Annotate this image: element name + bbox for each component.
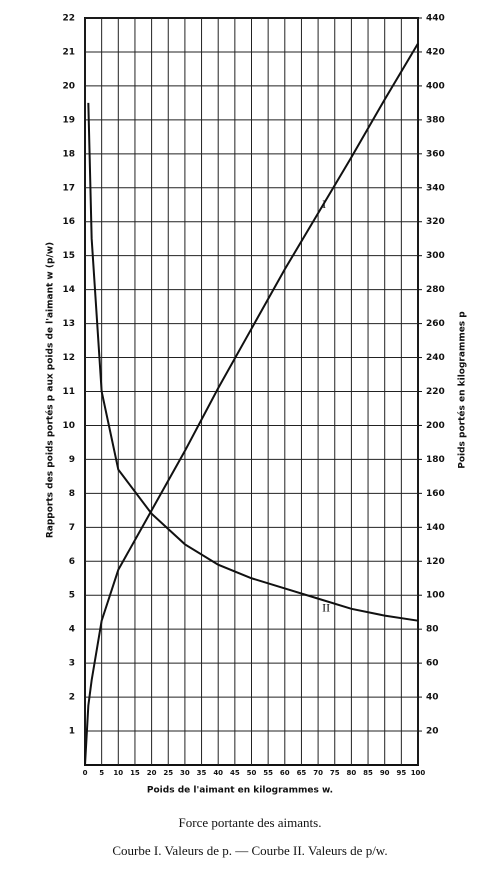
y-tick-label: 4 <box>69 625 75 635</box>
y-tick-label: 10 <box>62 421 75 431</box>
y2-tick-label: 80 <box>426 625 439 635</box>
y2-tick-label: 20 <box>426 727 439 737</box>
y-tick-label: 22 <box>62 14 75 24</box>
y2-tick-label: 240 <box>426 353 445 363</box>
chart-subtitle: Courbe I. Valeurs de p. — Courbe II. Val… <box>112 843 387 858</box>
y-tick-label: 17 <box>62 183 75 193</box>
y2-tick-label: 400 <box>426 81 445 91</box>
x-tick-label: 65 <box>297 769 307 777</box>
y2-tick-label: 340 <box>426 183 445 193</box>
y-tick-label: 8 <box>69 489 75 499</box>
x-tick-label: 85 <box>363 769 373 777</box>
y-tick-label: 15 <box>62 251 75 261</box>
x-tick-label: 40 <box>213 769 223 777</box>
y-tick-label: 5 <box>69 591 75 601</box>
y2-tick-label: 180 <box>426 455 445 465</box>
x-tick-label: 55 <box>263 769 273 777</box>
y-tick-label: 16 <box>62 217 75 227</box>
y2-axis-label: Poids portés en kilogrammes p <box>457 311 468 469</box>
x-tick-label: 15 <box>130 769 140 777</box>
y-tick-label: 18 <box>62 149 75 159</box>
y2-tick-label: 200 <box>426 421 445 431</box>
y-tick-label: 2 <box>69 693 75 703</box>
x-tick-label: 70 <box>313 769 323 777</box>
series-label: I <box>322 197 326 211</box>
y-tick-label: 19 <box>62 115 75 125</box>
y-tick-label: 9 <box>69 455 75 465</box>
y2-tick-label: 300 <box>426 251 445 261</box>
x-tick-label: 10 <box>113 769 123 777</box>
x-axis-label: Poids de l'aimant en kilogrammes w. <box>147 786 333 796</box>
y-tick-label: 1 <box>69 727 75 737</box>
x-tick-label: 30 <box>180 769 190 777</box>
curve <box>87 102 419 622</box>
x-tick-label: 20 <box>147 769 157 777</box>
y-tick-label: 20 <box>62 81 75 91</box>
x-tick-label: 95 <box>396 769 406 777</box>
y2-tick-label: 140 <box>426 523 445 533</box>
y2-tick-label: 160 <box>426 489 445 499</box>
series-label: II <box>322 600 330 614</box>
x-tick-label: 0 <box>83 769 88 777</box>
y2-tick-label: 220 <box>426 387 445 397</box>
y2-tick-label: 380 <box>426 115 445 125</box>
curve <box>84 42 419 766</box>
x-tick-label: 90 <box>380 769 390 777</box>
y-tick-label: 11 <box>62 387 75 397</box>
y-tick-label: 13 <box>62 319 75 329</box>
x-tick-label: 60 <box>280 769 290 777</box>
x-tick-label: 5 <box>99 769 104 777</box>
x-tick-label: 50 <box>247 769 257 777</box>
y-axis-label: Rapports des poids portés p aux poids de… <box>45 242 56 538</box>
y-tick-label: 6 <box>69 557 75 567</box>
y2-tick-label: 280 <box>426 285 445 295</box>
x-tick-label: 25 <box>163 769 173 777</box>
x-tick-label: 75 <box>330 769 340 777</box>
y2-tick-label: 320 <box>426 217 445 227</box>
x-tick-label: 100 <box>411 769 426 777</box>
y2-tick-label: 360 <box>426 149 445 159</box>
y2-tick-label: 40 <box>426 693 439 703</box>
y2-tick-label: 440 <box>426 14 445 24</box>
x-tick-label: 80 <box>347 769 357 777</box>
y-tick-label: 21 <box>62 47 75 57</box>
y2-tick-label: 120 <box>426 557 445 567</box>
y2-tick-label: 60 <box>426 659 439 669</box>
y2-tick-label: 420 <box>426 47 445 57</box>
chart-title: Force portante des aimants. <box>179 815 322 830</box>
y-tick-label: 14 <box>62 285 75 295</box>
y2-tick-label: 260 <box>426 319 445 329</box>
y-tick-label: 3 <box>69 659 75 669</box>
y2-tick-label: 100 <box>426 591 445 601</box>
y-tick-label: 12 <box>62 353 75 363</box>
x-tick-label: 45 <box>230 769 240 777</box>
x-tick-label: 35 <box>197 769 207 777</box>
y-tick-label: 7 <box>69 523 75 533</box>
